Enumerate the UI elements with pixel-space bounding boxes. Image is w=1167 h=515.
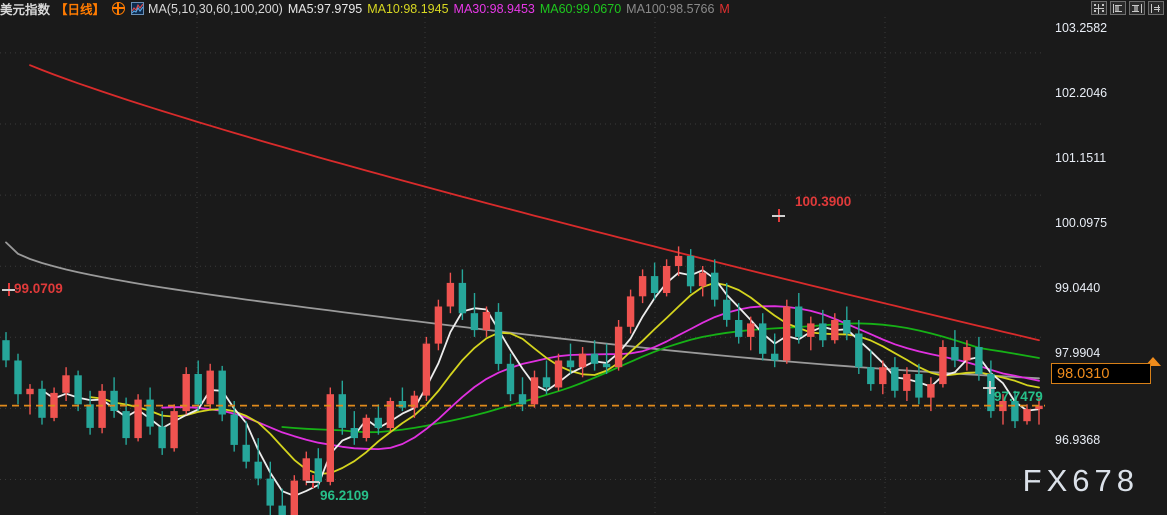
ma200-value: M — [719, 1, 730, 16]
watermark-logo: FX678 — [1022, 463, 1139, 498]
axis-label-0: 103.2582 — [1055, 21, 1108, 35]
crosshair-circle-icon[interactable] — [112, 2, 126, 15]
chart-svg — [0, 17, 1045, 515]
ma10-value: MA10:98.1945 — [367, 1, 449, 16]
current-price-tag[interactable]: 98.0310 — [1051, 363, 1151, 384]
ma5-value: MA5:97.9795 — [287, 1, 363, 16]
mini-chart-glyph — [131, 3, 144, 14]
crosshair-tool-icon[interactable] — [1091, 1, 1107, 15]
axis-label-5: 97.9904 — [1055, 346, 1101, 360]
axis-label-1: 102.2046 — [1055, 86, 1108, 100]
axis-label-4: 99.0440 — [1055, 281, 1101, 295]
align-right-icon[interactable] — [1129, 1, 1145, 15]
price-chart-plot[interactable] — [0, 17, 1045, 515]
ma30-value: MA30:98.9453 — [453, 1, 535, 16]
axis-label-6: 96.9368 — [1055, 433, 1101, 447]
symbol-label: 美元指数 — [0, 3, 51, 17]
period-label: 【日线】 — [55, 3, 106, 17]
align-left-icon[interactable] — [1110, 1, 1126, 15]
price-arrow-up-icon — [1145, 357, 1161, 366]
ma60-value: MA60:99.0670 — [539, 1, 622, 16]
price-axis[interactable]: 103.2582 102.2046 101.1511 100.0975 99.0… — [1045, 17, 1167, 515]
ma100-value: MA100:98.5766 — [626, 1, 715, 16]
annotation-period-high: 100.3900 — [795, 194, 852, 209]
shift-right-icon[interactable] — [1148, 1, 1164, 15]
annotation-high-left: 99.0709 — [14, 281, 63, 296]
annotation-period-low: 96.2109 — [320, 488, 369, 503]
mini-chart-icon[interactable] — [131, 2, 145, 15]
annotation-recent-low: 97.7479 — [994, 389, 1043, 404]
chart-header: 美元指数 【日线】 MA(5,10,30,60,100,200) MA5:97.… — [0, 0, 1167, 17]
ma-definition-label: MA(5,10,30,60,100,200) — [148, 1, 283, 16]
axis-label-3: 100.0975 — [1055, 216, 1108, 230]
axis-label-2: 101.1511 — [1055, 151, 1107, 165]
chart-toolbar — [1091, 1, 1164, 15]
